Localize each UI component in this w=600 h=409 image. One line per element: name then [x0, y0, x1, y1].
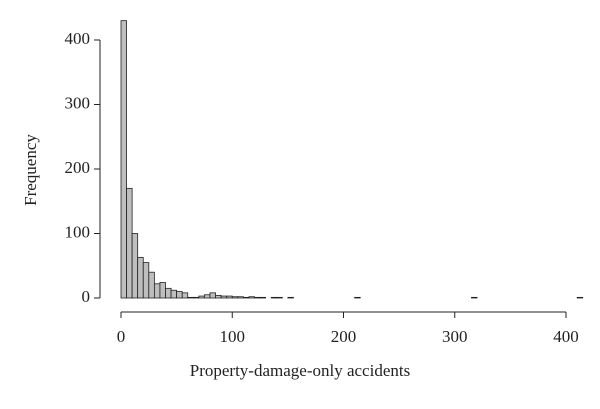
bar [276, 296, 283, 299]
bar [137, 256, 144, 299]
bar [148, 271, 155, 299]
bar [576, 296, 584, 299]
bar [354, 296, 361, 299]
bar [209, 292, 216, 299]
bar [120, 20, 127, 299]
bar [231, 296, 239, 299]
bar [176, 291, 183, 299]
bar [471, 296, 478, 299]
y-tick-label: 0 [82, 287, 91, 306]
bar [187, 296, 194, 299]
bar [215, 295, 222, 299]
y-tick-label: 400 [65, 29, 91, 48]
bar [259, 296, 267, 299]
y-tick-label: 100 [65, 222, 91, 241]
bar [254, 296, 261, 299]
bar [153, 283, 161, 299]
bar [248, 296, 255, 299]
bar [142, 262, 150, 299]
y-tick-label: 300 [65, 93, 91, 112]
bar [192, 296, 200, 299]
bar [159, 282, 166, 299]
bar [270, 296, 278, 299]
x-axis-label: Property-damage-only accidents [190, 361, 410, 380]
y-tick-label: 200 [65, 158, 91, 177]
bar [287, 296, 294, 299]
x-tick-label: 300 [442, 327, 468, 346]
bar [126, 187, 133, 299]
y-axis-label: Frequency [21, 134, 40, 206]
x-tick-label: 100 [220, 327, 246, 346]
bar [165, 287, 172, 299]
bar [237, 296, 244, 299]
bar [220, 295, 228, 299]
bar [198, 295, 205, 299]
x-tick-label: 200 [331, 327, 357, 346]
bar [131, 233, 139, 299]
bar [242, 296, 250, 299]
x-tick-label: 400 [553, 327, 579, 346]
x-tick-label: 0 [117, 327, 126, 346]
bar [204, 294, 211, 299]
bar [181, 292, 189, 299]
bar [170, 289, 178, 299]
bar [226, 295, 233, 299]
